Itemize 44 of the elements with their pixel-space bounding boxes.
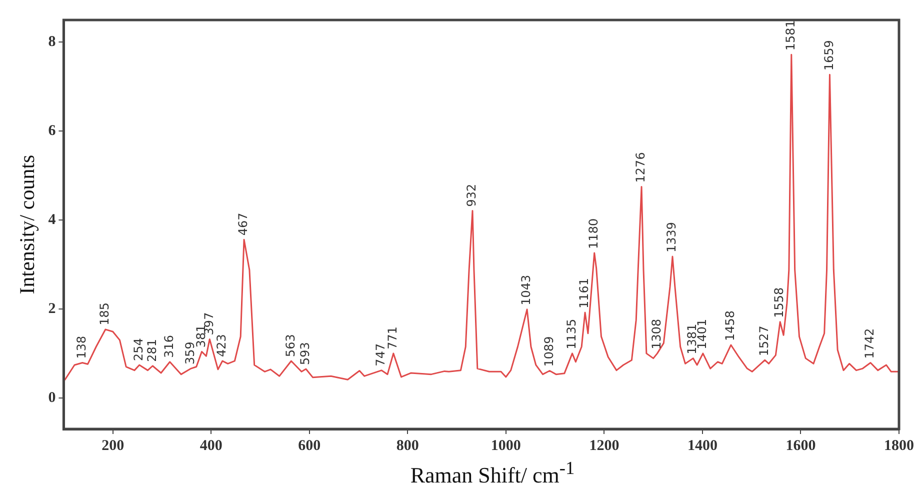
annotation: 359	[183, 342, 198, 365]
annotation: 1581	[784, 20, 798, 51]
annotation: 1180	[586, 218, 600, 249]
annotation: 185	[98, 302, 112, 326]
y-tick-label: 2	[48, 300, 56, 317]
annotation: 1043	[519, 274, 534, 306]
x-tick-label: 200	[102, 438, 124, 454]
x-tick-label: 1200	[589, 438, 620, 454]
x-tick-label: 1600	[786, 438, 816, 454]
y-tick-label: 8	[48, 34, 56, 50]
annotation: 1659	[822, 40, 836, 71]
x-tick-label: 1000	[490, 438, 521, 454]
y-tick-label: 4	[48, 212, 56, 228]
annotation: 316	[162, 334, 176, 358]
annotation: 254	[131, 338, 146, 361]
annotation: 281	[144, 338, 159, 362]
x-tick-label: 400	[200, 438, 222, 454]
annotation: 138	[74, 336, 88, 359]
annotation: 423	[214, 334, 229, 357]
annotation: 563	[283, 334, 298, 357]
annotation: 593	[298, 342, 312, 365]
annotation: 1401	[695, 318, 710, 350]
annotation: 467	[236, 212, 250, 236]
y-tick-label: 6	[48, 123, 56, 140]
annotation: 747	[374, 343, 388, 366]
annotation: 1135	[564, 318, 578, 350]
x-axis-title: Raman Shift/ cm$^{-1}$	[409, 458, 576, 488]
annotation: 1742	[862, 328, 877, 359]
annotation: 1558	[772, 287, 786, 318]
x-tick-label: 600	[298, 438, 321, 454]
annotation: 1527	[756, 326, 771, 356]
y-tick-label: 0	[48, 390, 56, 406]
x-tick-label: 1400	[687, 438, 718, 454]
y-axis-title: Intensity/ counts	[15, 154, 40, 294]
annotation: 1339	[664, 222, 679, 253]
annotation: 1308	[649, 318, 664, 350]
annotation: 932	[464, 184, 479, 207]
annotation: 1276	[634, 152, 648, 183]
annotation: 1089	[542, 336, 556, 367]
annotation: 771	[386, 326, 400, 350]
annotation: 1161	[577, 278, 592, 309]
x-tick-label: 1800	[884, 438, 914, 454]
x-tick-label: 800	[396, 438, 419, 454]
annotation: 1458	[723, 310, 738, 341]
